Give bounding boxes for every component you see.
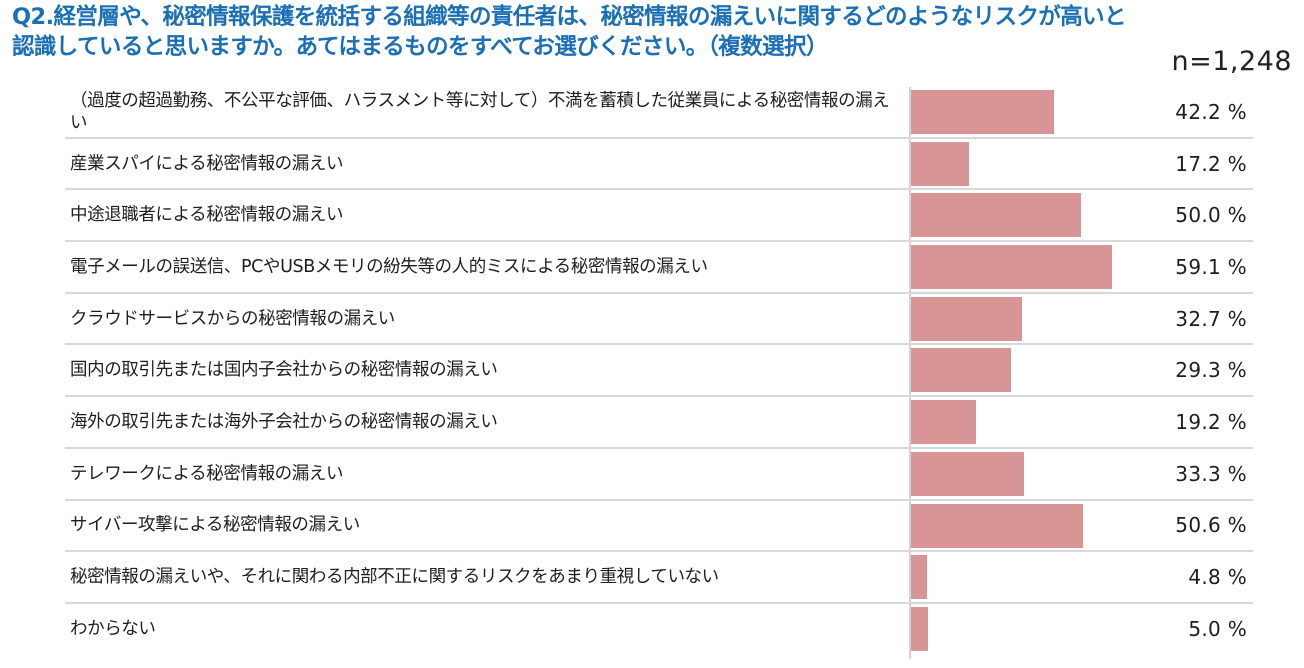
value-label: 59.1 % [1175, 254, 1247, 279]
bar [911, 451, 1025, 496]
bar [911, 348, 1011, 393]
chart-row: 電子メールの誤送信、PCやUSBメモリの紛失等の人的ミスによる秘密情報の漏えい 5… [65, 242, 1253, 294]
question-title-line-2: 認識していると思いますか。あてはまるものをすべてお選びください。（複数選択） [12, 34, 828, 60]
question-title-line-1: Q2.経営層や、秘密情報保護を統括する組織等の責任者は、秘密情報の漏えいに関する… [12, 4, 1127, 30]
value-label: 50.0 % [1175, 203, 1247, 228]
chart-row: 秘密情報の漏えいや、それに関わる内部不正に関するリスクをあまり重視していない 4.… [65, 552, 1253, 604]
chart-row: 海外の取引先または海外子会社からの秘密情報の漏えい 19.2 % [65, 397, 1253, 449]
category-label: 秘密情報の漏えいや、それに関わる内部不正に関するリスクをあまり重視していない [70, 567, 719, 588]
category-label: わからない [70, 618, 156, 639]
category-label: （過度の超過勤務、不公平な評価、ハラスメント等に対して）不満を蓄積した従業員によ… [70, 90, 890, 133]
value-label: 42.2 % [1175, 99, 1247, 124]
bar [911, 555, 928, 600]
chart-row: サイバー攻撃による秘密情報の漏えい 50.6 % [65, 501, 1253, 553]
value-label: 17.2 % [1175, 151, 1247, 176]
sample-size: n=1,248 [1171, 46, 1292, 77]
chart-row: クラウドサービスからの秘密情報の漏えい 32.7 % [65, 294, 1253, 346]
bar-chart: （過度の超過勤務、不公平な評価、ハラスメント等に対して）不満を蓄積した従業員によ… [65, 87, 1253, 654]
chart-row: 産業スパイによる秘密情報の漏えい 17.2 % [65, 139, 1253, 191]
category-label: クラウドサービスからの秘密情報の漏えい [70, 308, 395, 329]
chart-row: 国内の取引先または国内子会社からの秘密情報の漏えい 29.3 % [65, 345, 1253, 398]
value-label: 32.7 % [1175, 306, 1247, 331]
bar [911, 606, 928, 651]
value-label: 19.2 % [1175, 409, 1247, 434]
bar [911, 245, 1112, 290]
category-label: テレワークによる秘密情報の漏えい [70, 463, 344, 484]
bar [911, 503, 1084, 548]
chart-row: わからない 5.0 % [65, 604, 1253, 654]
category-label: 中途退職者による秘密情報の漏えい [70, 205, 344, 226]
category-label: 海外の取引先または海外子会社からの秘密情報の漏えい [70, 411, 498, 432]
bar [911, 296, 1023, 341]
value-label: 50.6 % [1175, 513, 1247, 538]
bar [911, 193, 1081, 238]
value-label: 5.0 % [1188, 616, 1247, 641]
chart-row: （過度の超過勤務、不公平な評価、ハラスメント等に対して）不満を蓄積した従業員によ… [65, 87, 1253, 139]
chart-row: テレワークによる秘密情報の漏えい 33.3 % [65, 449, 1253, 501]
bar [911, 141, 970, 186]
category-label: 電子メールの誤送信、PCやUSBメモリの紛失等の人的ミスによる秘密情報の漏えい [70, 256, 708, 277]
question-title: Q2.経営層や、秘密情報保護を統括する組織等の責任者は、秘密情報の漏えいに関する… [12, 2, 1302, 62]
value-label: 33.3 % [1175, 461, 1247, 486]
value-label: 4.8 % [1188, 565, 1247, 590]
value-axis-line [909, 87, 911, 659]
category-label: 国内の取引先または国内子会社からの秘密情報の漏えい [70, 360, 498, 381]
category-label: 産業スパイによる秘密情報の漏えい [70, 153, 344, 174]
value-label: 29.3 % [1175, 358, 1247, 383]
chart-row: 中途退職者による秘密情報の漏えい 50.0 % [65, 190, 1253, 243]
bar [911, 90, 1055, 134]
category-label: サイバー攻撃による秘密情報の漏えい [70, 515, 360, 536]
bar [911, 400, 977, 445]
